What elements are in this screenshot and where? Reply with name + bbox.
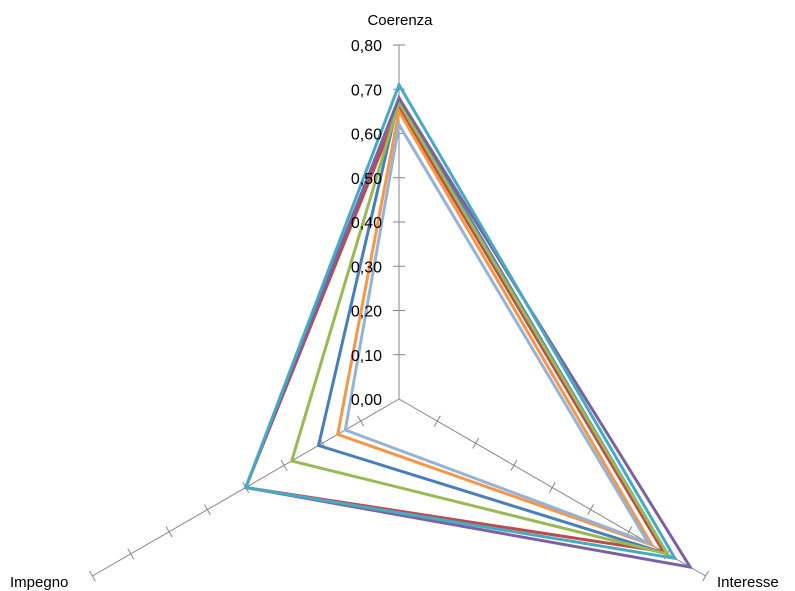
axis-tick (88, 570, 96, 582)
labels-layer: 0,00 0,10 0,20 0,30 0,40 0,50 0,60 0,70 0,80 Coer… (10, 12, 779, 591)
axis-tick (280, 459, 288, 471)
axis-tick (702, 570, 710, 582)
axis-tick (203, 504, 211, 516)
axis-tick (357, 415, 365, 427)
tick-label: 0,20 (351, 304, 382, 321)
axis-title-interesse: Interesse (717, 574, 779, 591)
series-line-3 (289, 98, 671, 557)
axis-tick (587, 504, 595, 516)
axis-tick (165, 526, 173, 538)
axis-tick (510, 459, 518, 471)
tick-label: 0,00 (351, 392, 382, 409)
tick-label: 0,70 (351, 82, 382, 99)
tick-label: 0,50 (351, 171, 382, 188)
tick-label: 0,60 (351, 127, 382, 144)
tick-label: 0,10 (351, 348, 382, 365)
axis-tick (548, 482, 556, 493)
tick-label: 0,30 (351, 259, 382, 276)
series-line-6 (335, 107, 656, 548)
series-layer (243, 81, 694, 570)
tick-label: 0,40 (351, 215, 382, 232)
tick-label: 0,80 (351, 38, 382, 55)
axis-tick (472, 437, 480, 449)
series-line-7 (343, 120, 652, 546)
axis-tick (433, 415, 441, 427)
series-line-2 (243, 103, 667, 554)
axis-title-impegno: Impegno (10, 574, 68, 591)
axis-tick (127, 548, 135, 560)
series-line-5 (243, 81, 678, 561)
axis-title-coerenza: Coerenza (367, 12, 433, 29)
